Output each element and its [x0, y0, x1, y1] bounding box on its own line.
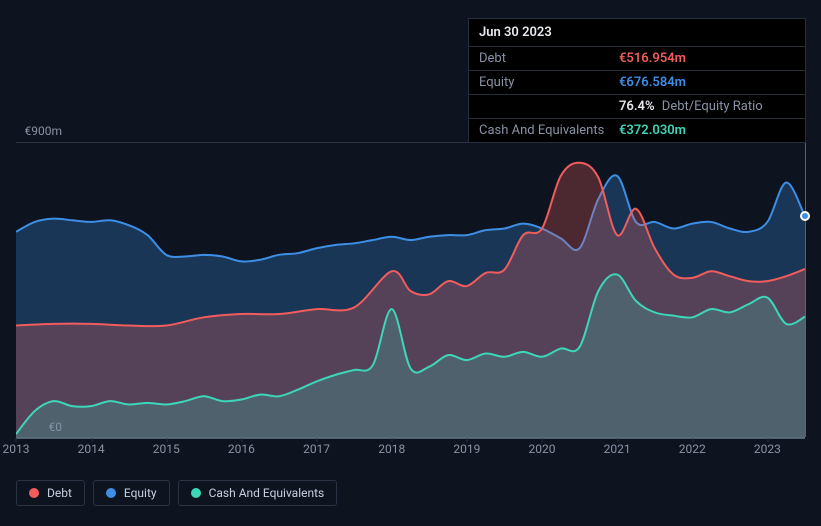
- chart-tooltip: Jun 30 2023 Debt€516.954mEquity€676.584m…: [468, 18, 806, 143]
- tooltip-row: Cash And Equivalents€372.030m: [469, 119, 805, 142]
- legend-item-cash[interactable]: Cash And Equivalents: [178, 480, 338, 506]
- x-axis-tick: 2022: [679, 442, 706, 456]
- tooltip-date: Jun 30 2023: [469, 19, 805, 47]
- tooltip-row-value: 76.4% Debt/Equity Ratio: [619, 99, 763, 114]
- tooltip-row: Debt€516.954m: [469, 47, 805, 71]
- tooltip-row-value: €516.954m: [619, 51, 686, 66]
- x-axis-tick: 2023: [754, 442, 781, 456]
- debt-equity-chart: €900m €0 2013201420152016201720182019202…: [16, 120, 805, 460]
- legend-label: Debt: [47, 486, 72, 500]
- legend-swatch-icon: [29, 488, 39, 498]
- chart-plot-area[interactable]: [16, 142, 805, 438]
- y-axis-label-max: €900m: [25, 124, 63, 138]
- legend-label: Cash And Equivalents: [209, 486, 325, 500]
- legend-item-debt[interactable]: Debt: [16, 480, 85, 506]
- x-axis-tick: 2016: [228, 442, 255, 456]
- tooltip-row-label: Debt: [479, 51, 619, 66]
- x-axis-tick: 2014: [78, 442, 105, 456]
- tooltip-row-label: Cash And Equivalents: [479, 123, 619, 138]
- x-axis-tick: 2019: [453, 442, 480, 456]
- x-axis-tick: 2013: [3, 442, 30, 456]
- legend-swatch-icon: [106, 488, 116, 498]
- legend-label: Equity: [124, 486, 157, 500]
- tooltip-row: 76.4% Debt/Equity Ratio: [469, 95, 805, 119]
- tooltip-row: Equity€676.584m: [469, 71, 805, 95]
- legend-swatch-icon: [191, 488, 201, 498]
- x-axis-tick: 2020: [529, 442, 556, 456]
- tooltip-row-value: €676.584m: [619, 75, 686, 90]
- x-axis-tick: 2015: [153, 442, 180, 456]
- chart-hover-line: [805, 143, 806, 437]
- tooltip-row-label: [479, 99, 619, 114]
- x-axis-tick: 2018: [378, 442, 405, 456]
- chart-legend: Debt Equity Cash And Equivalents: [16, 480, 337, 506]
- chart-hover-dot: [800, 211, 810, 221]
- x-axis-tick: 2017: [303, 442, 330, 456]
- x-axis: 2013201420152016201720182019202020212022…: [16, 442, 805, 462]
- tooltip-row-value: €372.030m: [619, 123, 686, 138]
- x-axis-tick: 2021: [604, 442, 631, 456]
- tooltip-row-label: Equity: [479, 75, 619, 90]
- legend-item-equity[interactable]: Equity: [93, 480, 170, 506]
